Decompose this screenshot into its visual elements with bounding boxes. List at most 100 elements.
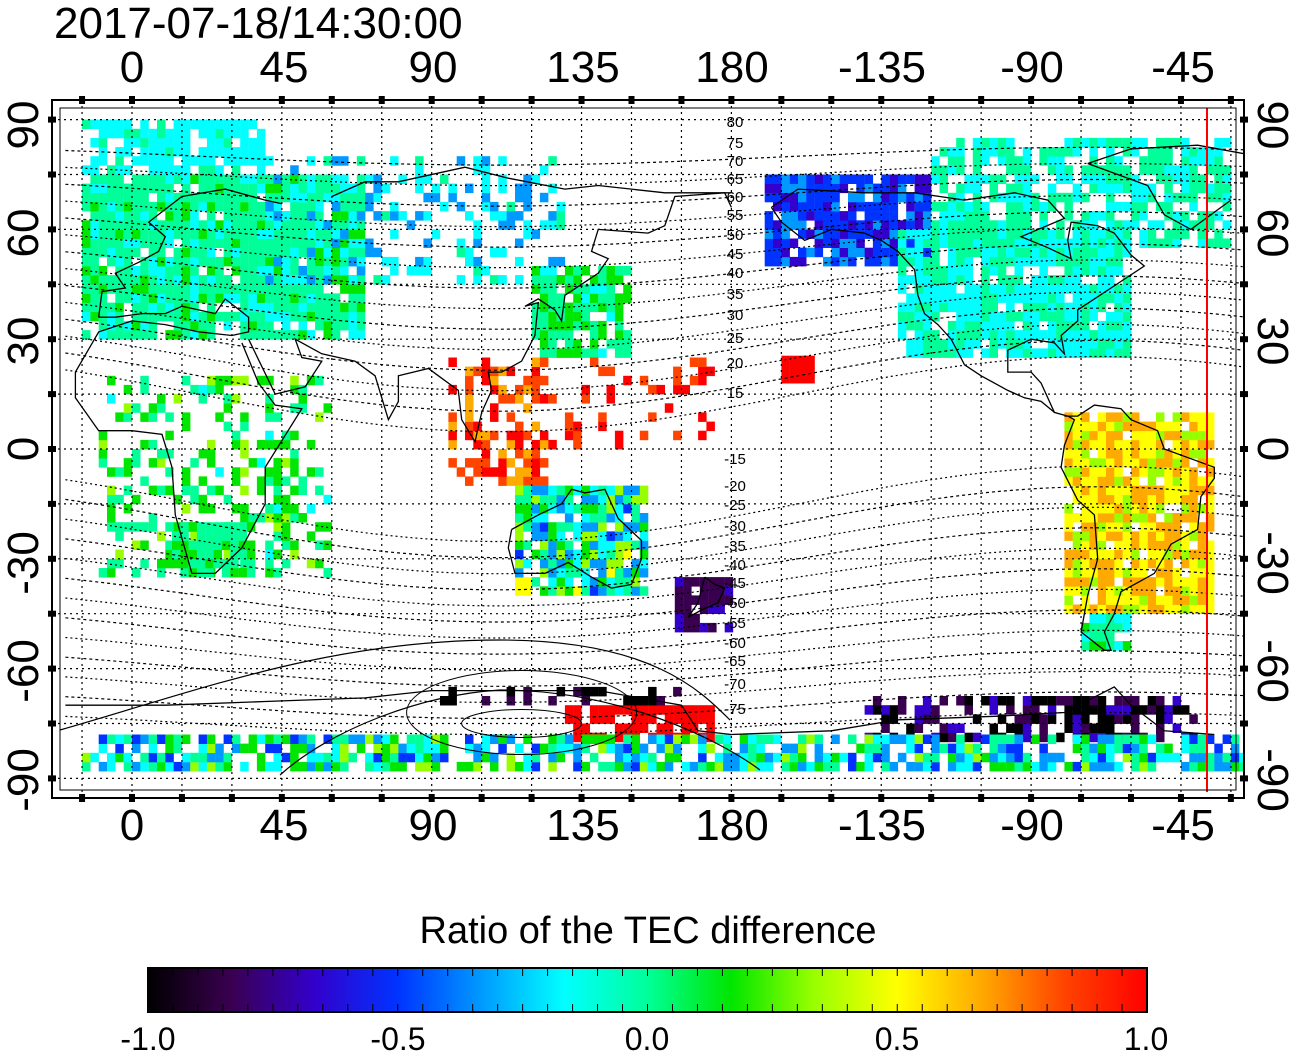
tec-cell [165,284,174,294]
tec-cell [290,375,299,386]
tec-cell [498,743,507,754]
tec-cell [290,284,299,294]
tec-cell [1214,752,1223,763]
tec-cell [1081,503,1090,514]
tec-cell [1081,558,1090,569]
tec-cell [1205,412,1215,422]
tec-cell [1089,266,1098,276]
tec-cell [240,220,249,230]
tec-cell [190,761,199,772]
tec-cell [681,705,690,715]
tec-cell [1031,247,1040,258]
tec-cell [581,284,590,294]
tec-cell [531,531,541,541]
magnetic-latitude-contour [65,291,1244,351]
tec-cell [298,211,307,221]
tec-cell [639,513,649,523]
tec-cell [1156,485,1165,496]
tec-cell [406,734,416,744]
tec-cell [939,723,948,733]
tec-cell [198,449,208,459]
tec-cell [1081,595,1090,605]
tec-cell [315,302,324,313]
tec-cell [931,256,940,267]
tec-cell [256,183,266,194]
tec-cell [1139,192,1148,203]
tec-cell [931,266,940,276]
tec-cell [273,302,282,313]
tec-cell [573,761,582,772]
tec-cell [1189,449,1198,459]
tec-cell [914,211,924,221]
tec-cell [1164,458,1173,468]
tec-cell [290,302,299,313]
tec-cell [556,485,566,496]
tec-cell [1031,330,1040,340]
tec-cell [180,549,189,560]
tec-cell [1064,302,1073,313]
tec-cell [98,439,108,450]
tec-cell [931,714,940,724]
tec-cell [1214,238,1223,248]
tec-cell [206,275,216,285]
tec-cell [1106,485,1115,496]
tec-cell [206,174,216,184]
tec-cell [947,247,957,258]
tec-cell [956,183,965,194]
tec-cell [306,220,316,230]
tec-cell [589,549,599,560]
tec-cell [290,503,299,514]
tec-cell [1114,220,1123,230]
tec-cell [1164,229,1173,239]
tec-cell [1022,201,1032,212]
tec-cell [481,752,491,763]
tec-cell [107,568,116,578]
tec-cell [315,761,324,772]
tec-cell [231,256,241,267]
tec-cell [196,540,206,550]
tec-cell [831,220,840,230]
tec-cell [956,220,965,230]
tec-cell [573,439,582,450]
tec-cell [981,137,990,148]
tec-cell [248,220,258,230]
tec-cell [323,761,332,772]
tec-cell [1047,275,1057,285]
tec-cell [1022,320,1032,331]
tec-cell [1031,320,1040,331]
tec-cell [215,201,224,212]
tec-cell [148,165,158,175]
tec-cell [415,256,424,267]
tec-cell [1189,201,1198,212]
tec-cell [872,183,882,194]
magnetic-latitude-contour [65,629,1244,671]
tec-cell [1147,752,1157,763]
tec-cell [548,394,557,404]
tec-cell [814,752,824,763]
tec-cell [248,183,258,194]
tec-cell [981,311,990,322]
tec-cell [188,522,198,532]
tec-cell [157,568,166,578]
tec-cell [315,412,324,422]
tec-cell [623,586,632,596]
tec-cell [481,183,491,194]
tec-cell [323,183,332,194]
tec-cell [98,330,108,340]
tec-cell [939,284,948,294]
tec-cell [481,458,491,468]
tec-cell [506,696,516,706]
tec-cell [723,752,732,763]
tec-cell [1097,183,1107,194]
tec-cell [290,256,299,267]
tec-cell [1114,256,1123,267]
tec-cell [897,696,907,706]
tec-cell [1147,696,1157,706]
tec-cell [789,374,799,384]
tec-cell [1114,266,1123,276]
tec-cell [1097,641,1107,651]
tec-cell [1064,595,1073,605]
tec-cell [140,476,149,486]
tec-cell [1081,622,1090,633]
tec-cell [398,174,407,184]
